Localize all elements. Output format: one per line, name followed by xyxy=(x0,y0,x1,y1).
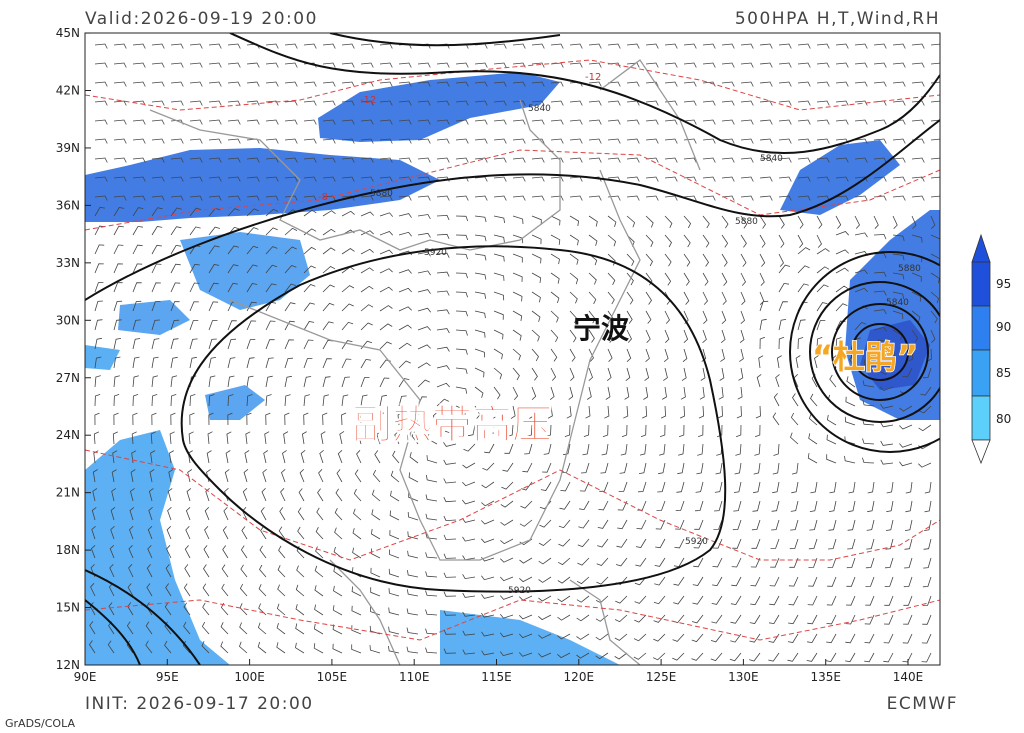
init-time: INIT: 2026-09-17 20:00 xyxy=(85,694,314,714)
contour-label: 5920 xyxy=(685,537,708,547)
x-tick-label: 110E xyxy=(399,670,430,684)
contour-label: 5880 xyxy=(898,264,921,274)
x-tick-label: 125E xyxy=(646,670,677,684)
x-tick-label: 135E xyxy=(810,670,841,684)
x-tick-label: 95E xyxy=(156,670,179,684)
x-tick-label: 120E xyxy=(564,670,595,684)
field-title: 500HPA H,T,Wind,RH xyxy=(735,9,940,29)
model-name: ECMWF xyxy=(887,694,958,714)
contour-label: 5920 xyxy=(508,586,531,596)
contour-label: 5920 xyxy=(424,248,447,258)
contour-label: 5880 xyxy=(735,217,758,227)
y-tick-label: 27N xyxy=(56,371,80,385)
colorbar-label: 95 xyxy=(996,277,1011,291)
y-tick-label: 12N xyxy=(56,658,80,672)
x-tick-label: 105E xyxy=(317,670,348,684)
contour-label: 5840 xyxy=(886,298,909,308)
contour-label: 5880 xyxy=(370,189,393,199)
wind-barbs xyxy=(89,43,940,663)
y-tick-label: 36N xyxy=(56,198,80,212)
y-tick-label: 30N xyxy=(56,313,80,327)
y-tick-label: 45N xyxy=(56,26,80,40)
y-tick-label: 42N xyxy=(56,84,80,98)
contour-labels: 5920 5920 5920 5880 5880 5880 5840 5840 … xyxy=(318,72,921,596)
x-tick-label: 90E xyxy=(74,670,97,684)
temperature-lines xyxy=(85,59,940,641)
x-tick-label: 115E xyxy=(481,670,512,684)
x-tick-label: 140E xyxy=(893,670,924,684)
colorbar-label: 80 xyxy=(996,412,1011,426)
y-tick-label: 18N xyxy=(56,543,80,557)
barb-field xyxy=(89,43,940,663)
map-frame xyxy=(84,32,941,666)
map-layers: 5920 5920 5920 5880 5880 5880 5840 5840 … xyxy=(85,33,940,665)
y-tick-label: 15N xyxy=(56,601,80,615)
colorbar-label: 85 xyxy=(996,366,1011,380)
city-label: 宁波 xyxy=(573,312,630,345)
y-tick-label: 24N xyxy=(56,428,80,442)
credit: GrADS/COLA xyxy=(5,717,75,730)
colorbar: 95 90 85 80 xyxy=(971,233,1011,465)
x-tick-label: 100E xyxy=(234,670,265,684)
colorbar-label: 90 xyxy=(996,320,1011,334)
contour-label: -12 xyxy=(585,72,601,83)
humidity-areas xyxy=(85,72,940,665)
height-contours xyxy=(85,33,940,665)
contour-label: -8 xyxy=(318,192,328,203)
typhoon-label: “杜鹃” xyxy=(812,338,918,376)
borders xyxy=(149,59,701,665)
y-tick-label: 21N xyxy=(56,486,80,500)
system-label: 副热带高压 xyxy=(352,402,552,448)
contour-label: 5840 xyxy=(528,104,551,114)
axis-ticks: 90E 95E 100E 105E 110E 115E 120E 125E 130E 135E 14… xyxy=(56,26,924,684)
valid-time: Valid:2026-09-19 20:00 xyxy=(85,9,318,29)
y-tick-label: 39N xyxy=(56,141,80,155)
y-tick-label: 33N xyxy=(56,256,80,270)
contour-label: -12 xyxy=(360,95,376,106)
x-tick-label: 130E xyxy=(728,670,759,684)
contour-label: 5840 xyxy=(760,154,783,164)
